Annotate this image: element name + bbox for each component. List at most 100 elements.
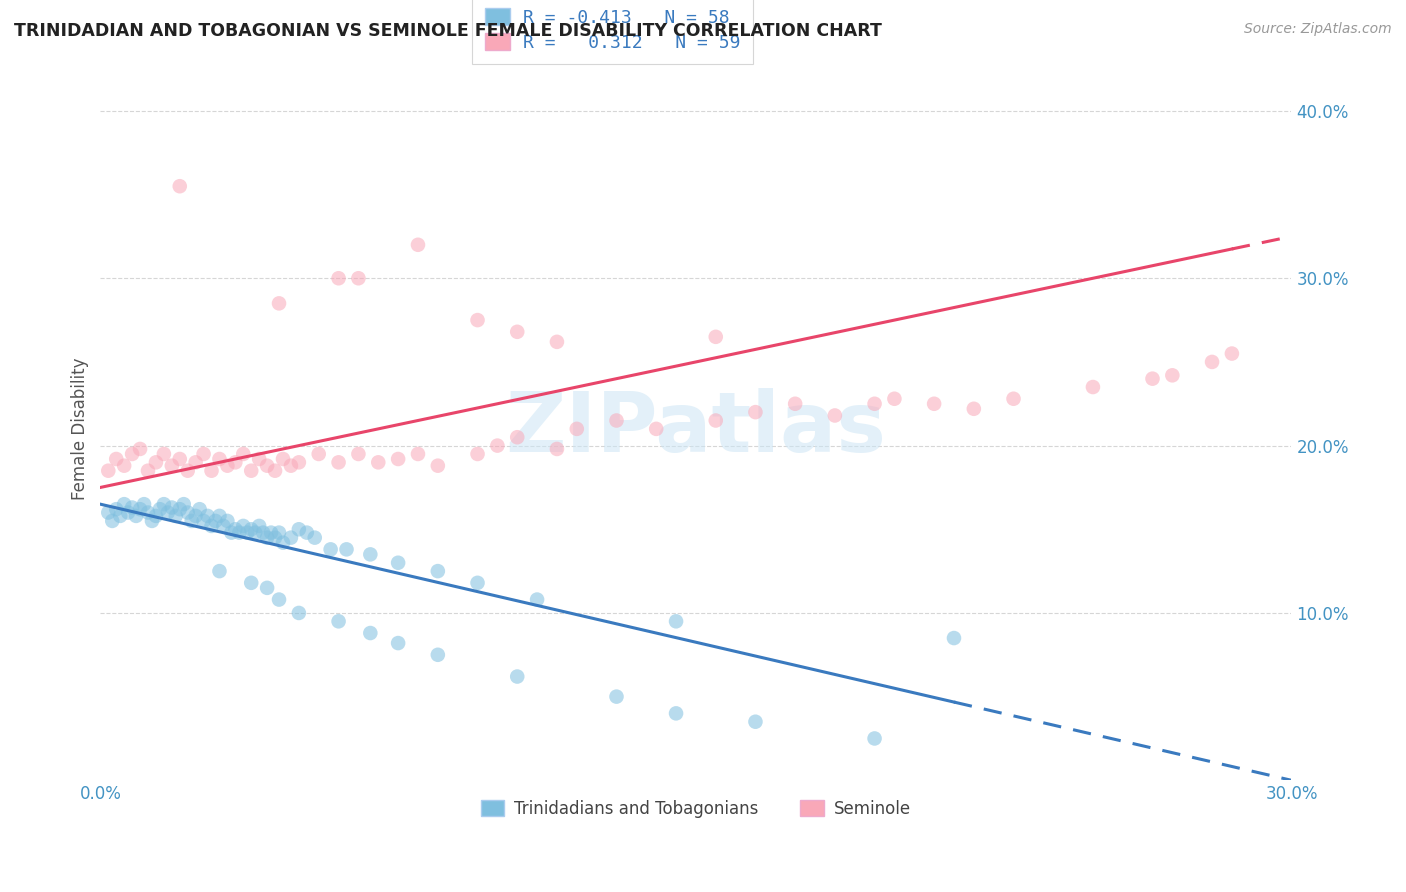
Point (129, 442, 152, 456)
Point (247, 519, 270, 533)
Point (359, 548, 381, 562)
Point (406, 447, 429, 461)
Point (193, 447, 215, 461)
Point (145, 508, 167, 523)
Point (467, 575, 489, 590)
Point (486, 439, 509, 453)
Point (236, 525, 259, 540)
Point (264, 464, 287, 478)
Point (280, 531, 302, 545)
Point (605, 690, 627, 704)
Point (160, 458, 183, 473)
Point (232, 519, 254, 533)
Point (101, 514, 124, 528)
Point (188, 502, 211, 516)
Point (105, 452, 128, 467)
Point (1142, 372, 1164, 386)
Point (271, 535, 294, 549)
Point (200, 519, 222, 533)
Point (426, 458, 449, 473)
Point (240, 464, 263, 478)
Point (97, 464, 120, 478)
Point (112, 458, 135, 473)
Point (744, 714, 766, 729)
Point (156, 506, 179, 520)
Point (1220, 346, 1243, 360)
Point (200, 464, 222, 478)
Point (217, 458, 239, 473)
Point (125, 508, 148, 523)
Point (387, 452, 409, 467)
Point (347, 447, 370, 461)
Point (271, 452, 294, 467)
Point (173, 497, 195, 511)
Point (224, 522, 246, 536)
Point (256, 581, 278, 595)
Point (208, 508, 231, 523)
Point (184, 508, 207, 523)
Point (665, 615, 688, 629)
Point (204, 514, 226, 528)
Point (467, 313, 489, 327)
Point (245, 525, 267, 540)
Point (288, 606, 311, 620)
Point (824, 409, 846, 423)
Text: ZIPatlas: ZIPatlas (505, 388, 886, 469)
Point (295, 525, 318, 540)
Point (883, 392, 905, 406)
Point (121, 447, 143, 461)
Point (526, 592, 548, 607)
Point (943, 631, 966, 645)
Point (319, 542, 342, 557)
Point (184, 455, 207, 469)
Point (145, 455, 167, 469)
Point (744, 405, 766, 419)
Point (1201, 355, 1223, 369)
Point (197, 508, 219, 523)
Point (136, 464, 159, 478)
Point (240, 522, 263, 536)
Point (169, 452, 191, 467)
Point (105, 502, 128, 516)
Point (240, 575, 263, 590)
Point (208, 452, 231, 467)
Point (153, 447, 176, 461)
Point (704, 330, 727, 344)
Point (149, 502, 172, 516)
Point (153, 497, 176, 511)
Point (328, 271, 350, 285)
Point (267, 525, 290, 540)
Point (605, 413, 627, 427)
Point (665, 706, 688, 721)
Point (165, 508, 187, 523)
Point (963, 401, 986, 416)
Point (704, 413, 727, 427)
Point (387, 556, 409, 570)
Point (136, 506, 159, 520)
Point (224, 455, 246, 469)
Text: TRINIDADIAN AND TOBAGONIAN VS SEMINOLE FEMALE DISABILITY CORRELATION CHART: TRINIDADIAN AND TOBAGONIAN VS SEMINOLE F… (14, 22, 882, 40)
Point (406, 237, 429, 252)
Point (97, 506, 120, 520)
Point (506, 669, 529, 683)
Point (565, 422, 588, 436)
Point (141, 514, 163, 528)
Point (121, 500, 143, 515)
Point (426, 564, 449, 578)
Point (367, 455, 389, 469)
Point (1161, 368, 1184, 383)
Point (129, 502, 152, 516)
Point (546, 442, 568, 456)
Point (387, 636, 409, 650)
Point (288, 455, 311, 469)
Point (169, 502, 191, 516)
Point (193, 514, 215, 528)
Point (1081, 380, 1104, 394)
Point (863, 731, 886, 746)
Point (863, 397, 886, 411)
Point (264, 531, 287, 545)
Y-axis label: Female Disability: Female Disability (72, 358, 89, 500)
Point (426, 648, 449, 662)
Point (359, 626, 381, 640)
Point (180, 514, 202, 528)
